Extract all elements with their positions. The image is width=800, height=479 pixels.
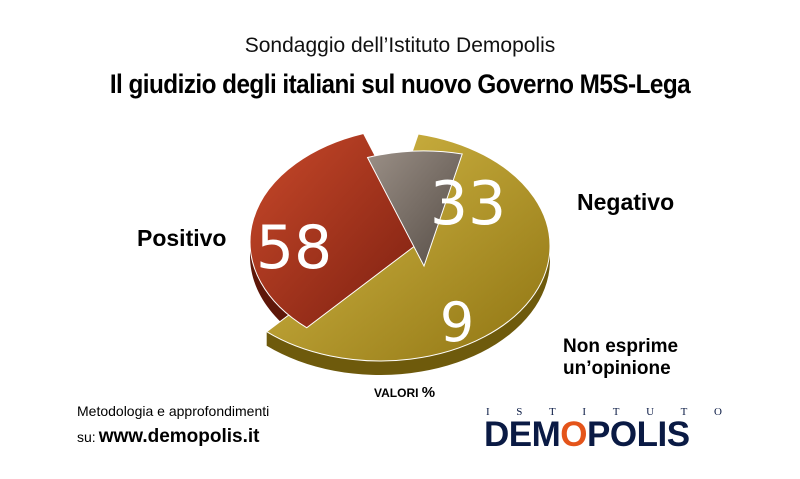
slice-label-non-esprime: Non esprime un’opinione <box>563 336 678 380</box>
slice-value-non-esprime: 9 <box>440 291 474 354</box>
demopolis-logo: DEMOPOLIS <box>484 415 690 455</box>
site-line: su: www.demopolis.it <box>77 426 260 448</box>
slice-label-non-esprime-line2: un’opinione <box>563 358 671 379</box>
logo-letter: T <box>680 406 688 418</box>
logo-letter: U <box>646 406 655 418</box>
slice-value-negativo: 33 <box>430 169 506 239</box>
chart-subtitle: Sondaggio dell’Istituto Demopolis <box>244 34 556 57</box>
unit-symbol: % <box>421 384 436 401</box>
slice-label-positivo: Positivo <box>137 225 227 251</box>
unit-label: VALORI % <box>374 384 435 401</box>
logo-letter: O <box>714 406 722 418</box>
logo-part-1: DEM <box>484 415 561 454</box>
logo-o: O <box>560 415 588 454</box>
unit-label-text: VALORI <box>374 386 419 400</box>
logo-letter: T <box>549 406 556 418</box>
logo-letter: T <box>612 406 620 418</box>
logo-letter: S <box>516 406 523 418</box>
pie-slice-negativo <box>249 132 421 329</box>
slice-label-non-esprime-line1: Non esprime <box>563 336 679 357</box>
slice-value-positivo: 58 <box>256 213 332 283</box>
slice-label-negativo: Negativo <box>577 189 675 215</box>
logo-letter: I <box>582 406 587 418</box>
pie-slice-non-esprime <box>366 150 463 268</box>
methodology-label: Metodologia e approfondimenti <box>77 403 270 419</box>
chart-title: Il giudizio degli italiani sul nuovo Gov… <box>109 69 691 99</box>
site-link[interactable]: www.demopolis.it <box>98 426 260 447</box>
logo-part-2: POLIS <box>587 415 690 454</box>
logo-letter: I <box>486 406 490 418</box>
site-prefix: su: <box>77 429 96 445</box>
